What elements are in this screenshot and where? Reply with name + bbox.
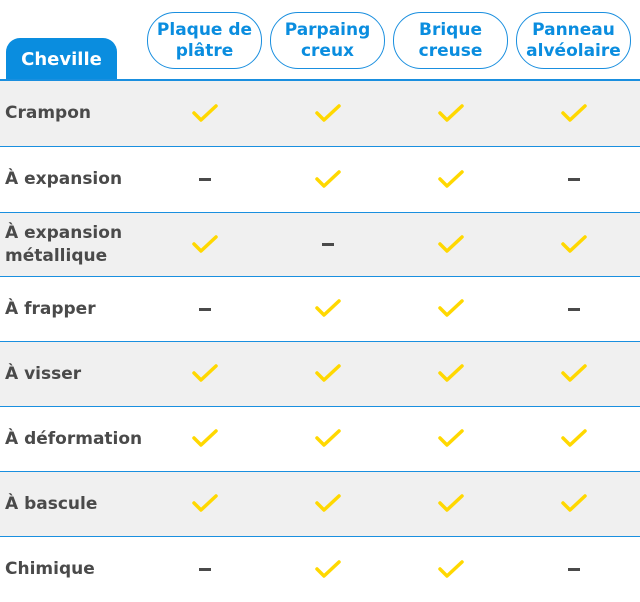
column-header-plaque-de-platre: Plaque de plâtre [147,12,262,69]
check-icon [431,294,471,324]
table-row: À frapper [0,277,640,342]
table-row: À expansion [0,147,640,213]
check-icon [308,489,348,519]
row-label: À expansion métallique [5,222,123,266]
check-icon [554,230,594,260]
table-row: À déformation [0,407,640,472]
row-label: Crampon [5,103,91,123]
compatibility-table: Crampon À expansion À expansion métallique… [0,79,640,602]
table-row: À bascule [0,472,640,537]
dash-icon [185,555,225,585]
table-row: À expansion métallique [0,213,640,277]
check-icon [554,99,594,129]
check-icon [554,424,594,454]
check-icon [308,99,348,129]
check-icon [554,359,594,389]
column-header-panneau-alveolaire: Panneau alvéolaire [516,12,631,69]
check-icon [431,165,471,195]
table-row: À visser [0,342,640,407]
dash-icon [554,555,594,585]
row-label: À frapper [5,298,96,319]
dash-icon [308,230,348,260]
check-icon [185,424,225,454]
row-label: Chimique [5,559,95,579]
column-header-brique-creuse: Brique creuse [393,12,508,69]
check-icon [431,555,471,585]
check-icon [554,489,594,519]
check-icon [431,230,471,260]
table-row: Crampon [0,81,640,147]
check-icon [185,99,225,129]
check-icon [308,294,348,324]
row-label: À expansion [5,169,123,189]
dash-icon [185,165,225,195]
check-icon [431,424,471,454]
check-icon [431,359,471,389]
table-header: Cheville Plaque de plâtre Parpaing creux… [0,0,640,80]
column-header-parpaing-creux: Parpaing creux [270,12,385,69]
dash-icon [185,294,225,324]
check-icon [185,359,225,389]
check-icon [308,555,348,585]
check-icon [308,424,348,454]
check-icon [185,230,225,260]
check-icon [308,359,348,389]
check-icon [308,165,348,195]
table-row: Chimique [0,537,640,602]
dash-icon [554,165,594,195]
row-label: À visser [5,363,82,384]
row-label: À bascule [5,493,98,514]
dash-icon [554,294,594,324]
check-icon [185,489,225,519]
check-icon [431,489,471,519]
cheville-column-header: Cheville [6,38,117,80]
row-label: À déformation [5,428,143,449]
check-icon [431,99,471,129]
